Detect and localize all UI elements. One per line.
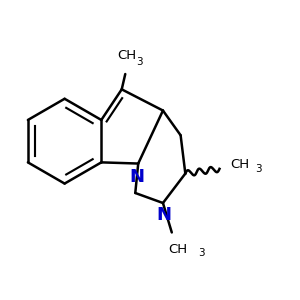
Text: CH: CH <box>117 49 136 62</box>
Text: 3: 3 <box>255 164 261 174</box>
Text: 3: 3 <box>136 57 143 67</box>
Text: N: N <box>157 206 172 224</box>
Text: N: N <box>130 167 145 185</box>
Text: CH: CH <box>168 243 187 256</box>
Text: CH: CH <box>231 158 250 171</box>
Text: 3: 3 <box>198 248 205 258</box>
